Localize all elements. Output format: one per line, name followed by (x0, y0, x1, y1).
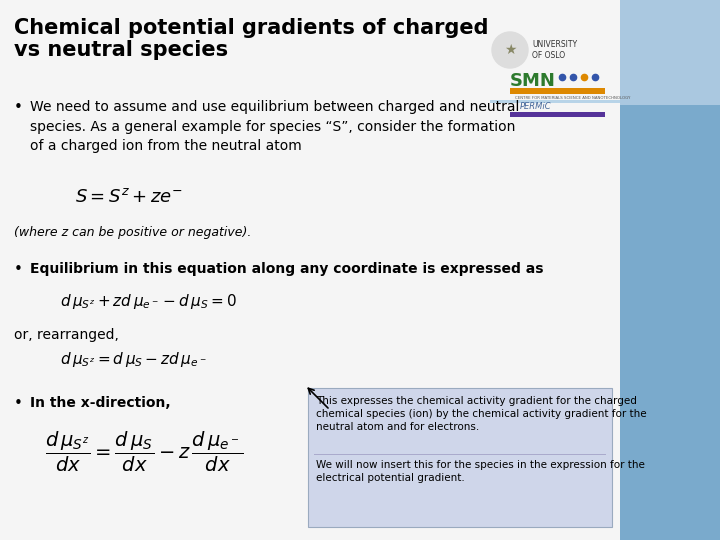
FancyBboxPatch shape (620, 0, 720, 540)
Text: SMN: SMN (510, 72, 556, 90)
Text: PERMiC: PERMiC (520, 102, 552, 111)
Text: UNIVERSITY
OF OSLO: UNIVERSITY OF OSLO (532, 40, 577, 60)
Text: This expresses the chemical activity gradient for the charged
chemical species (: This expresses the chemical activity gra… (316, 396, 647, 433)
Text: We need to assume and use equilibrium between charged and neutral
species. As a : We need to assume and use equilibrium be… (30, 100, 519, 153)
Text: ★: ★ (504, 43, 516, 57)
FancyBboxPatch shape (314, 454, 606, 455)
Text: We will now insert this for the species in the expression for the
electrical pot: We will now insert this for the species … (316, 460, 645, 483)
Text: $d\,\mu_{S^z} + zd\,\mu_{e^-} - d\,\mu_S = 0$: $d\,\mu_{S^z} + zd\,\mu_{e^-} - d\,\mu_S… (60, 292, 237, 311)
FancyBboxPatch shape (0, 0, 620, 540)
Text: •: • (14, 262, 23, 277)
Text: $S = S^{z} + ze^{-}$: $S = S^{z} + ze^{-}$ (75, 188, 183, 206)
Text: •: • (14, 396, 23, 411)
FancyBboxPatch shape (510, 88, 605, 94)
Text: Chemical potential gradients of charged: Chemical potential gradients of charged (14, 18, 488, 38)
FancyBboxPatch shape (308, 388, 612, 527)
Text: $\dfrac{d\,\mu_{S^z}}{dx} = \dfrac{d\,\mu_S}{dx} - z\,\dfrac{d\,\mu_{e^-}}{dx}$: $\dfrac{d\,\mu_{S^z}}{dx} = \dfrac{d\,\m… (45, 430, 243, 474)
Text: (where z can be positive or negative).: (where z can be positive or negative). (14, 226, 251, 239)
Text: vs neutral species: vs neutral species (14, 40, 228, 60)
FancyBboxPatch shape (490, 100, 620, 103)
FancyBboxPatch shape (510, 112, 605, 117)
Text: •: • (14, 100, 23, 115)
Text: or, rearranged,: or, rearranged, (14, 328, 119, 342)
FancyBboxPatch shape (620, 0, 720, 105)
Text: Equilibrium in this equation along any coordinate is expressed as: Equilibrium in this equation along any c… (30, 262, 544, 276)
Text: $d\,\mu_{S^z} = d\,\mu_S - zd\,\mu_{e^-}$: $d\,\mu_{S^z} = d\,\mu_S - zd\,\mu_{e^-}… (60, 350, 207, 369)
Text: CENTRE FOR MATERIALS SCIENCE AND NANOTECHNOLOGY: CENTRE FOR MATERIALS SCIENCE AND NANOTEC… (515, 96, 631, 100)
Circle shape (492, 32, 528, 68)
Text: In the x-direction,: In the x-direction, (30, 396, 171, 410)
